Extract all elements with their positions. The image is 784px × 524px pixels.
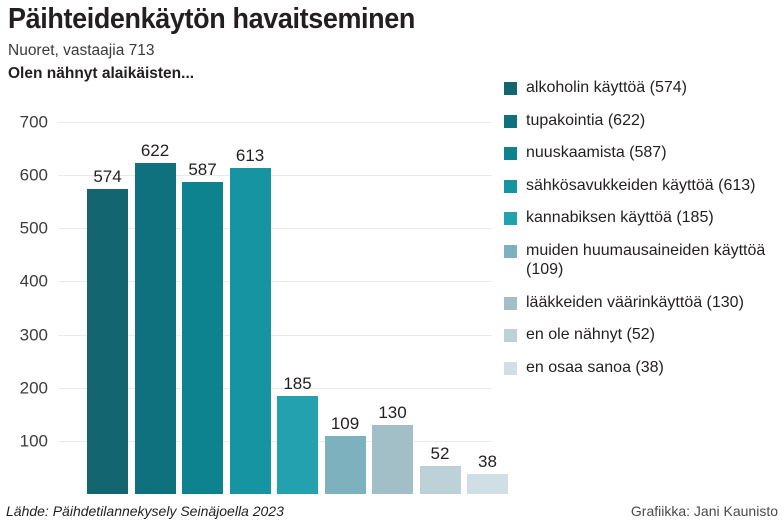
bar-group[interactable]: 52 bbox=[419, 100, 461, 494]
bar[interactable] bbox=[277, 395, 318, 494]
bar-value-label: 613 bbox=[235, 146, 265, 166]
gridline bbox=[58, 122, 492, 123]
legend-item[interactable]: lääkkeiden väärinkäyttöä (130) bbox=[504, 293, 780, 313]
legend-item[interactable]: alkoholin käyttöä (574) bbox=[504, 78, 780, 98]
legend-item-label: en ole nähnyt (52) bbox=[526, 326, 655, 344]
bar[interactable] bbox=[419, 466, 461, 494]
legend-swatch-icon bbox=[504, 114, 517, 128]
bar-value-label: 52 bbox=[430, 444, 450, 464]
bar-value-label: 130 bbox=[378, 402, 407, 422]
legend-swatch-icon bbox=[504, 212, 517, 226]
bar-group[interactable]: 574 bbox=[87, 100, 128, 494]
bar-group[interactable]: 38 bbox=[467, 100, 508, 494]
bar[interactable] bbox=[182, 182, 223, 494]
chart-legend: alkoholin käyttöä (574) tupakointia (622)… bbox=[504, 78, 780, 390]
bar-group[interactable]: 109 bbox=[324, 100, 366, 494]
legend-item-label: alkoholin käyttöä (574) bbox=[526, 79, 687, 96]
gridline bbox=[58, 175, 492, 176]
bar[interactable] bbox=[134, 163, 176, 494]
y-axis-tick-label: 100 bbox=[19, 431, 48, 451]
legend-item[interactable]: sähkösavukkeiden käyttöä (613) bbox=[504, 176, 780, 196]
chart-header: Päihteidenkäytön havaitseminen Nuoret, v… bbox=[8, 0, 628, 82]
gridline bbox=[58, 335, 492, 336]
bar-value-label: 622 bbox=[140, 141, 170, 161]
legend-item-label: lääkkeiden väärinkäyttöä (130) bbox=[526, 293, 744, 311]
credit-note: Grafiikka: Jani Kaunisto bbox=[630, 503, 778, 519]
legend-item[interactable]: en osaa sanoa (38) bbox=[504, 358, 780, 378]
bar-value-label: 587 bbox=[188, 160, 217, 180]
legend-swatch-icon bbox=[504, 244, 517, 258]
bar-group[interactable]: 185 bbox=[277, 100, 318, 494]
legend-item[interactable]: en ole nähnyt (52) bbox=[504, 325, 780, 345]
legend-item-label: en osaa sanoa (38) bbox=[526, 358, 664, 376]
bar[interactable] bbox=[229, 168, 271, 494]
legend-item-label: sähkösavukkeiden käyttöä (613) bbox=[526, 176, 756, 194]
legend-item[interactable]: muiden huumausaineiden käyttöä (109) bbox=[504, 241, 780, 280]
y-axis-tick-label: 400 bbox=[19, 271, 48, 291]
legend-item[interactable]: tupakointia (622) bbox=[504, 111, 780, 131]
bar-group[interactable]: 613 bbox=[229, 100, 271, 494]
legend-swatch-icon bbox=[504, 329, 517, 343]
y-axis-tick-label: 700 bbox=[19, 112, 48, 132]
bar[interactable] bbox=[372, 424, 413, 494]
chart-footer: Lähde: Päihdetilannekysely Seinäjoella 2… bbox=[0, 498, 784, 522]
legend-swatch-icon bbox=[504, 179, 517, 193]
bar-group[interactable]: 622 bbox=[134, 100, 176, 494]
gridline bbox=[58, 281, 492, 282]
bar-value-label: 38 bbox=[478, 451, 497, 471]
legend-item[interactable]: nuuskaamista (587) bbox=[504, 143, 780, 163]
y-axis-tick-label: 500 bbox=[19, 218, 48, 238]
bar-value-label: 574 bbox=[93, 166, 122, 186]
page-title: Päihteidenkäytön havaitseminen bbox=[8, 3, 416, 35]
bar-value-label: 109 bbox=[330, 414, 360, 434]
bar[interactable] bbox=[324, 436, 366, 494]
bar-chart-plot: 700 600 500 400 300 200 100 574 622 587 613 185 109… bbox=[0, 104, 508, 496]
legend-item[interactable]: kannabiksen käyttöä (185) bbox=[504, 208, 780, 228]
source-note: Lähde: Päihdetilannekysely Seinäjoella 2… bbox=[6, 503, 284, 519]
bar-value-label: 185 bbox=[283, 373, 312, 393]
bar-group[interactable]: 587 bbox=[182, 100, 223, 494]
legend-swatch-icon bbox=[504, 82, 517, 95]
legend-item-label: muiden huumausaineiden käyttöä (109) bbox=[526, 241, 766, 279]
y-axis: 700 600 500 400 300 200 100 bbox=[0, 104, 58, 496]
gridline bbox=[58, 388, 492, 389]
chart-question-label: Olen nähnyt alaikäisten... bbox=[8, 64, 195, 82]
gridlines bbox=[58, 104, 500, 496]
legend-item-label: tupakointia (622) bbox=[526, 111, 646, 129]
bars-layer: 574 622 587 613 185 109 130 52 38 bbox=[58, 104, 508, 496]
gridline bbox=[58, 228, 492, 229]
chart-subtitle: Nuoret, vastaajia 713 bbox=[8, 41, 155, 59]
bar[interactable] bbox=[467, 473, 508, 494]
legend-swatch-icon bbox=[504, 147, 517, 161]
legend-swatch-icon bbox=[504, 361, 517, 375]
gridline bbox=[58, 441, 492, 442]
y-axis-tick-label: 300 bbox=[19, 325, 48, 345]
bar[interactable] bbox=[87, 188, 128, 494]
bar-group[interactable]: 130 bbox=[372, 100, 413, 494]
legend-item-label: nuuskaamista (587) bbox=[526, 144, 667, 162]
y-axis-tick-label: 600 bbox=[19, 165, 48, 185]
legend-item-label: kannabiksen käyttöä (185) bbox=[526, 209, 714, 227]
y-axis-tick-label: 200 bbox=[19, 378, 48, 398]
legend-swatch-icon bbox=[504, 296, 517, 310]
